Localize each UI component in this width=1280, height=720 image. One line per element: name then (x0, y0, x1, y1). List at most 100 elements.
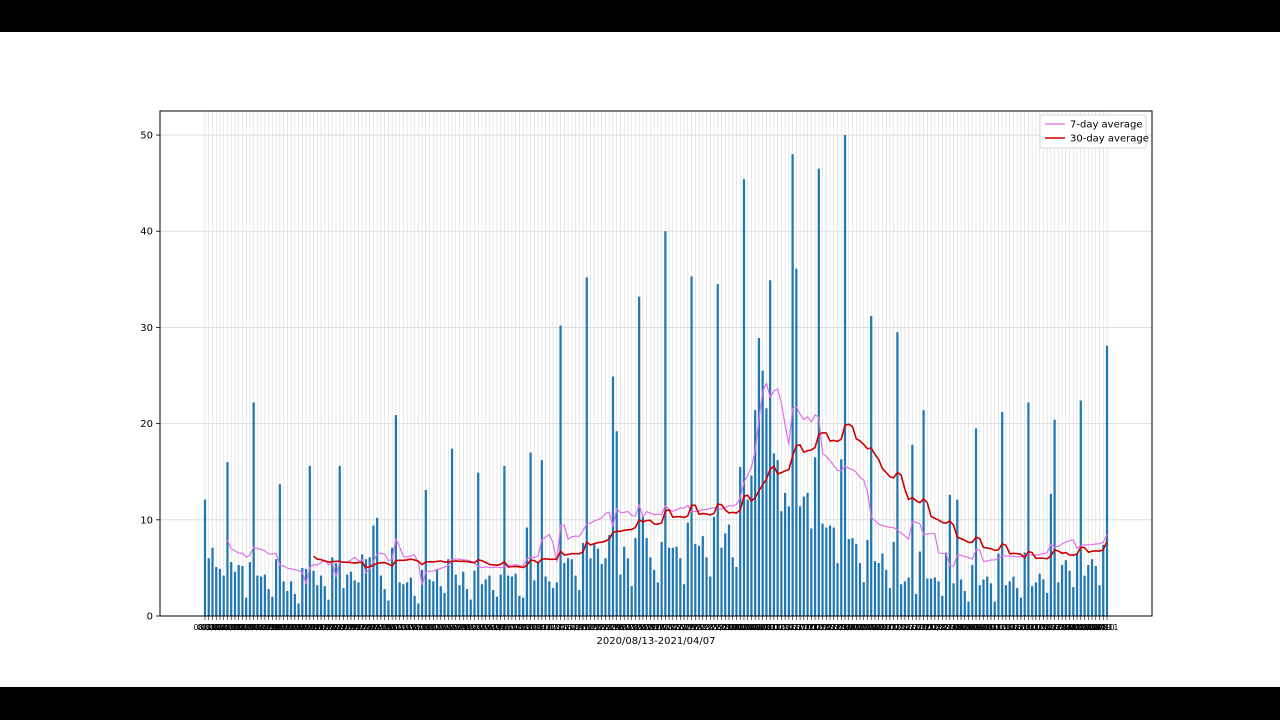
bar (742, 179, 746, 617)
x-tick-label: 03/17 (1002, 623, 1025, 632)
bar (877, 563, 880, 616)
x-tick-label: 02/25 (927, 623, 950, 632)
bar (765, 408, 768, 616)
bar (462, 571, 465, 616)
x-tick-label: 10/03 (384, 623, 407, 632)
bar (578, 590, 581, 616)
bar (817, 168, 820, 616)
bar (514, 573, 517, 616)
x-tick-label: 09/14 (313, 623, 336, 632)
x-tick-label: 12/01 (605, 623, 628, 632)
bar (454, 574, 457, 616)
bar (458, 585, 461, 616)
x-tick-label: 03/11 (979, 623, 1002, 632)
x-tick-label: 10/15 (429, 623, 452, 632)
x-tick-label: 03/30 (1051, 623, 1074, 632)
x-tick-label: 08/13 (193, 623, 216, 632)
bar (263, 574, 267, 616)
bar (596, 548, 600, 616)
bar (664, 231, 667, 616)
bar (282, 581, 285, 616)
bar (997, 553, 1000, 616)
x-tick-label: 03/01 (942, 623, 965, 632)
bar (1068, 570, 1071, 616)
x-tick-label: 08/30 (257, 623, 280, 632)
x-tick-label: 12/23 (688, 623, 711, 632)
bar (623, 546, 626, 616)
bars (203, 135, 1109, 617)
bar (959, 579, 963, 616)
bar (364, 559, 368, 616)
x-tick-label: 01/15 (774, 623, 797, 632)
x-tick-label: 10/22 (455, 623, 478, 632)
x-tick-label: 12/10 (639, 623, 662, 632)
x-tick-label: 03/27 (1039, 623, 1062, 632)
x-tick-label: 10/08 (403, 623, 426, 632)
x-tick-label: 12/20 (676, 623, 699, 632)
bar (226, 462, 229, 616)
x-tick-label: 12/27 (702, 623, 725, 632)
x-tick-label: 04/07 (1080, 623, 1103, 632)
x-tick-label: 03/16 (998, 623, 1021, 632)
x-tick-label: 12/04 (616, 623, 639, 632)
bar (1105, 345, 1109, 616)
x-tick-label: 03/20 (1013, 623, 1036, 632)
x-tick-label: 12/30 (714, 623, 737, 632)
y-tick-label: 20 (140, 419, 153, 430)
bar (645, 538, 648, 616)
x-tick-label: 09/30 (373, 623, 396, 632)
x-tick-label: 03/08 (968, 623, 991, 632)
x-tick-label: 03/25 (1032, 623, 1055, 632)
x-tick-label: 01/21 (796, 623, 819, 632)
x-tick-label: 01/27 (819, 623, 842, 632)
x-tick-label: 02/23 (920, 623, 943, 632)
bar (405, 582, 409, 616)
x-tick-label: 09/12 (306, 623, 329, 632)
x-tick-label: 01/29 (826, 623, 849, 632)
x-tick-label: 01/16 (777, 623, 800, 632)
bar (731, 557, 734, 616)
bar (424, 489, 427, 616)
bar (686, 522, 689, 616)
bar (484, 579, 487, 616)
x-tick-label: 12/13 (650, 623, 673, 632)
bar (252, 402, 255, 616)
bar (570, 559, 573, 616)
x-tick-label: 02/08 (863, 623, 886, 632)
x-tick-label: 11/23 (575, 623, 598, 632)
x-tick-label: 12/02 (609, 623, 632, 632)
x-tick-label: 01/24 (807, 623, 830, 632)
bar (660, 541, 663, 616)
bar (832, 527, 835, 616)
bar (1031, 586, 1034, 616)
bar (866, 540, 869, 616)
line-30-day-average (313, 423, 1108, 569)
bar (679, 558, 682, 616)
y-tick-label: 50 (140, 131, 153, 142)
x-tick-label: 10/05 (392, 623, 415, 632)
x-tick-label: 09/29 (369, 623, 392, 632)
bar (334, 563, 338, 616)
x-tick-label: 11/16 (549, 623, 572, 632)
bar (682, 584, 686, 616)
x-tick-label: 04/02 (1062, 623, 1085, 632)
bar (507, 575, 510, 616)
x-tick-label: 12/25 (695, 623, 718, 632)
bar (926, 578, 929, 616)
bar (1045, 592, 1049, 616)
bar (559, 325, 562, 616)
x-tick-label: 03/22 (1021, 623, 1044, 632)
x-tick-label: 09/07 (287, 623, 310, 632)
x-tick-label: 11/02 (497, 623, 520, 632)
line-7-day-average (226, 382, 1108, 586)
y-tick-label: 0 (147, 612, 153, 623)
bar (922, 410, 925, 616)
x-tick-label: 11/13 (538, 623, 561, 632)
bar (215, 566, 218, 616)
bar (1098, 585, 1101, 616)
x-tick-label: 03/21 (1017, 623, 1040, 632)
bar (1042, 579, 1045, 616)
bar (888, 588, 892, 616)
x-tick-label: 04/10 (1092, 623, 1115, 632)
bar (218, 568, 222, 616)
